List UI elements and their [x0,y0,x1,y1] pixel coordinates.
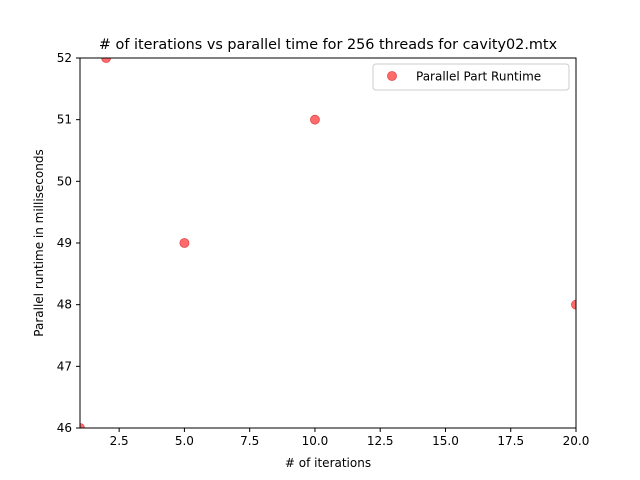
x-tick-label: 15.0 [432,434,459,448]
y-tick-label: 49 [57,236,72,250]
y-tick-label: 51 [57,113,72,127]
x-axis-label: # of iterations [285,456,371,470]
data-point [571,299,576,310]
data-point [80,423,85,428]
x-tick-label: 2.5 [110,434,129,448]
y-tick-label: 50 [57,174,72,188]
y-tick-label: 47 [57,359,72,373]
y-tick-label: 48 [57,298,72,312]
x-tick-label: 10.0 [302,434,329,448]
legend-marker [387,71,397,81]
x-tick-label: 12.5 [367,434,394,448]
x-tick-label: 17.5 [497,434,524,448]
data-points [80,58,576,428]
y-tick-label: 46 [57,421,72,435]
y-axis-ticks: 46 47 48 49 50 51 52 [57,51,80,435]
x-tick-label: 5.0 [175,434,194,448]
plot-frame [79,57,577,429]
data-point [310,114,320,125]
legend: Parallel Part Runtime [372,63,570,91]
legend-label: Parallel Part Runtime [416,70,541,84]
y-tick-label: 52 [57,51,72,65]
x-axis-ticks: 2.5 5.0 7.5 10.0 12.5 15.0 17.5 20.0 [110,428,590,448]
x-tick-label: 20.0 [563,434,590,448]
legend-box [372,63,570,91]
chart-title: # of iterations vs parallel time for 256… [99,37,558,53]
y-axis-label: Parallel runtime in milliseconds [32,149,46,336]
data-point [179,238,190,248]
data-point [101,58,112,63]
x-tick-label: 7.5 [240,434,259,448]
